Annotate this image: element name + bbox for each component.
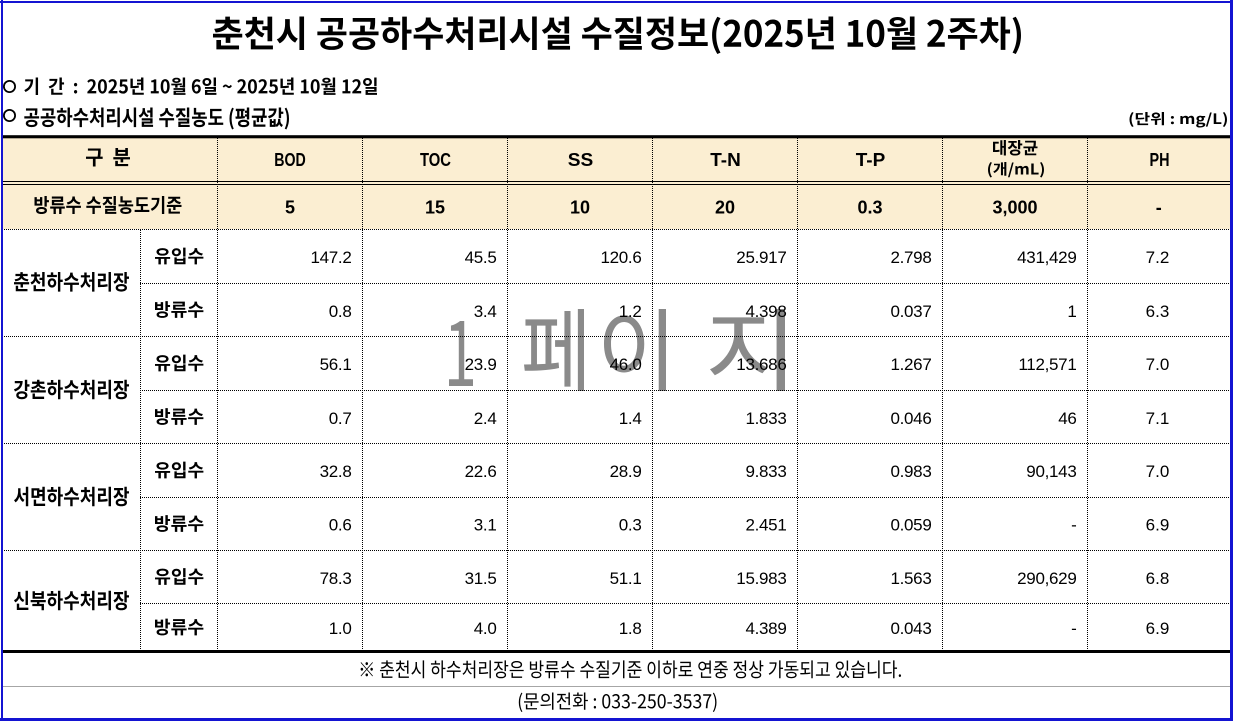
svg-text:2.4: 2.4: [474, 409, 497, 428]
svg-text:5: 5: [285, 198, 295, 218]
svg-text:15.983: 15.983: [736, 569, 786, 588]
svg-text:23.9: 23.9: [465, 355, 497, 374]
svg-text:9.833: 9.833: [745, 462, 786, 481]
svg-text:TOC: TOC: [420, 150, 451, 170]
svg-text:15: 15: [425, 198, 445, 218]
svg-text:0.043: 0.043: [890, 619, 931, 638]
svg-text:4.398: 4.398: [745, 302, 786, 321]
svg-text:7.1: 7.1: [1146, 409, 1170, 428]
svg-text:13.686: 13.686: [736, 355, 786, 374]
svg-text:25.917: 25.917: [736, 248, 786, 267]
svg-text:31.5: 31.5: [465, 569, 497, 588]
svg-text:3.1: 3.1: [474, 516, 497, 535]
svg-text:0.3: 0.3: [619, 516, 642, 535]
svg-text:0.983: 0.983: [890, 462, 931, 481]
svg-text:7.0: 7.0: [1146, 462, 1170, 481]
svg-text:1.4: 1.4: [619, 409, 642, 428]
svg-text:46: 46: [1058, 409, 1076, 428]
svg-text:1.0: 1.0: [329, 619, 352, 638]
svg-text:7.0: 7.0: [1146, 355, 1170, 374]
svg-text:3,000: 3,000: [992, 198, 1037, 218]
svg-text:T-N: T-N: [710, 150, 741, 170]
svg-text:4.389: 4.389: [745, 619, 786, 638]
svg-text:4.0: 4.0: [474, 619, 497, 638]
svg-text:20: 20: [715, 198, 735, 218]
svg-text:1.267: 1.267: [890, 355, 931, 374]
svg-text:0.7: 0.7: [329, 409, 352, 428]
svg-text:0.6: 0.6: [329, 516, 352, 535]
svg-text:45.5: 45.5: [465, 248, 497, 267]
svg-text:0.059: 0.059: [890, 516, 931, 535]
svg-text:147.2: 147.2: [310, 248, 351, 267]
svg-text:0.8: 0.8: [329, 302, 352, 321]
svg-text:6.9: 6.9: [1146, 516, 1170, 535]
svg-text:290,629: 290,629: [1017, 569, 1076, 588]
svg-text:1.563: 1.563: [890, 569, 931, 588]
svg-text:51.1: 51.1: [610, 569, 642, 588]
svg-text:-: -: [1071, 516, 1076, 535]
svg-text:1: 1: [1067, 302, 1076, 321]
svg-text:0.3: 0.3: [857, 198, 882, 218]
svg-text:22.6: 22.6: [465, 462, 497, 481]
svg-text:112,571: 112,571: [1018, 355, 1076, 374]
svg-text:-: -: [1071, 619, 1076, 638]
svg-text:56.1: 56.1: [320, 355, 352, 374]
svg-text:2.451: 2.451: [745, 516, 786, 535]
svg-text:1.8: 1.8: [619, 619, 642, 638]
svg-text:BOD: BOD: [274, 150, 306, 170]
svg-text:6.8: 6.8: [1146, 569, 1170, 588]
svg-text:7.2: 7.2: [1146, 248, 1170, 267]
svg-text:46.0: 46.0: [610, 355, 642, 374]
svg-text:0.037: 0.037: [890, 302, 931, 321]
svg-text:PH: PH: [1150, 150, 1170, 170]
svg-text:120.6: 120.6: [600, 248, 641, 267]
svg-text:0.046: 0.046: [890, 409, 931, 428]
svg-text:28.9: 28.9: [610, 462, 642, 481]
svg-text:6.3: 6.3: [1146, 302, 1170, 321]
svg-text:SS: SS: [568, 150, 594, 170]
svg-text:6.9: 6.9: [1146, 619, 1170, 638]
svg-text:2.798: 2.798: [890, 248, 931, 267]
svg-text:10: 10: [570, 198, 590, 218]
svg-text:-: -: [1156, 198, 1162, 218]
svg-text:3.4: 3.4: [474, 302, 497, 321]
svg-text:78.3: 78.3: [320, 569, 352, 588]
svg-text:T-P: T-P: [856, 150, 886, 170]
svg-text:1.2: 1.2: [619, 302, 642, 321]
svg-text:431,429: 431,429: [1017, 248, 1076, 267]
svg-text:1.833: 1.833: [745, 409, 786, 428]
svg-text:90,143: 90,143: [1026, 462, 1076, 481]
svg-text:32.8: 32.8: [320, 462, 352, 481]
